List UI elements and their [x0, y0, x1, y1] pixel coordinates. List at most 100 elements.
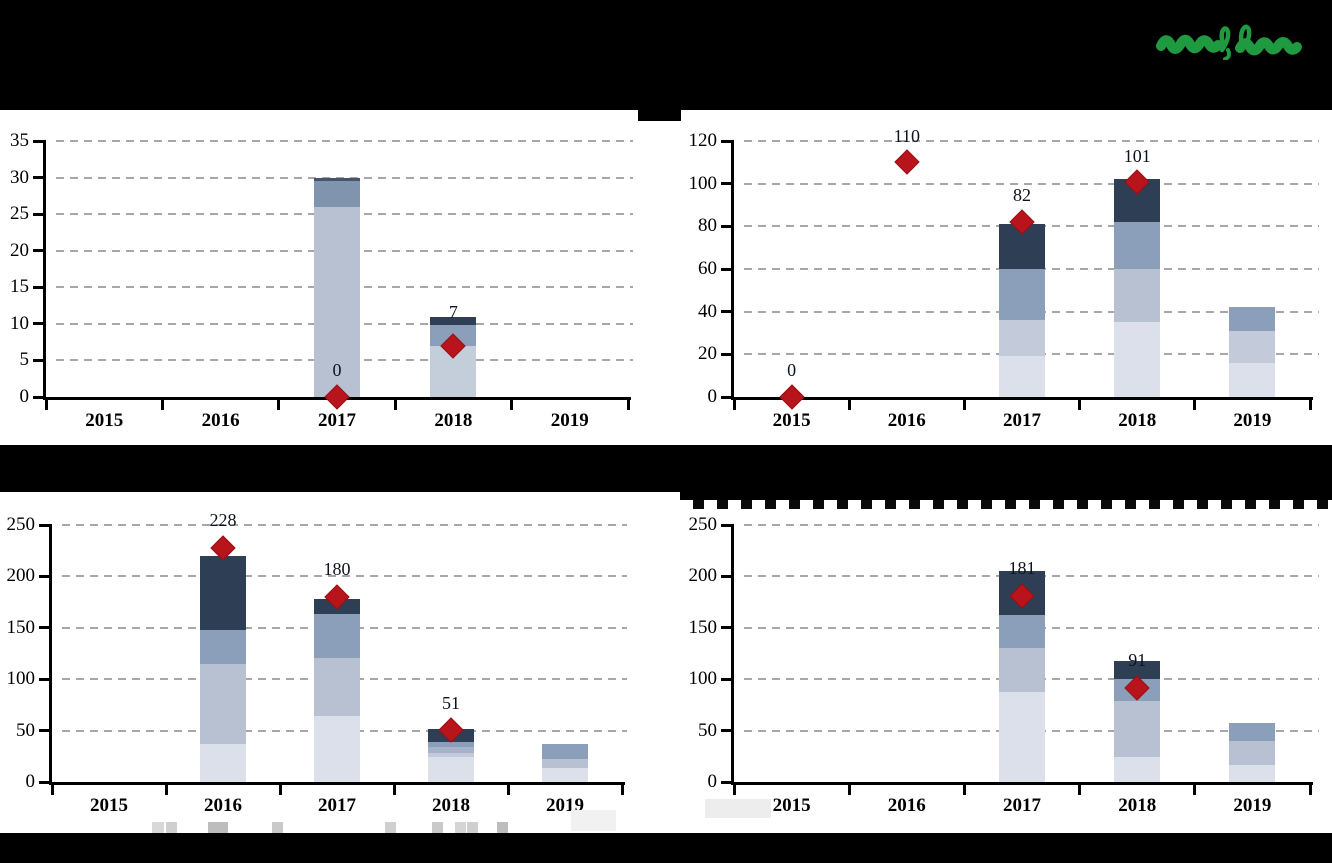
bar-segment — [428, 747, 474, 754]
x-axis-tick — [393, 400, 397, 410]
y-axis-tick — [33, 139, 43, 143]
x-axis-tick — [1193, 785, 1197, 795]
x-axis-tick — [160, 400, 164, 410]
y-axis-label: 200 — [6, 565, 36, 587]
bar-segment — [314, 657, 360, 717]
gridline — [56, 140, 633, 142]
y-axis-label: 50 — [698, 719, 717, 741]
y-axis-label: 40 — [698, 300, 717, 322]
y-axis-label: 120 — [688, 130, 718, 151]
y-axis — [731, 140, 734, 400]
bar-segment — [1114, 757, 1161, 782]
legend-area-remnant — [571, 810, 616, 831]
middle-band-redaction — [0, 445, 1332, 492]
y-axis-label: 5 — [19, 349, 30, 371]
y-axis-tick — [721, 729, 731, 733]
y-axis — [49, 524, 52, 785]
y-axis-tick — [721, 574, 731, 578]
x-axis-category-label: 2016 — [887, 795, 926, 816]
gridline — [62, 524, 627, 526]
x-axis-tick — [962, 785, 966, 795]
x-axis-category-label: 2015 — [90, 795, 128, 816]
x-axis-category-label: 2018 — [1118, 795, 1157, 816]
x-axis-category-label: 2017 — [318, 795, 356, 816]
y-axis-tick — [721, 310, 731, 314]
y-axis-tick — [33, 176, 43, 180]
legend-swatch-remnant — [208, 822, 228, 833]
data-point-value-label: 0 — [787, 360, 797, 380]
bar-segment — [314, 177, 360, 182]
bar-segment — [999, 691, 1045, 782]
legend-swatch-remnant — [385, 822, 396, 833]
y-axis-label: 0 — [707, 386, 718, 407]
y-axis-label: 250 — [688, 514, 718, 535]
y-axis-tick — [721, 780, 731, 784]
y-axis-label: 20 — [698, 343, 717, 365]
y-axis-label: 150 — [6, 616, 36, 638]
x-axis-tick — [847, 400, 851, 410]
gridline — [62, 575, 627, 578]
legend-swatch-remnant — [432, 822, 443, 833]
bar-segment — [542, 759, 588, 768]
y-axis-tick — [721, 352, 731, 356]
legend-swatch-remnant — [166, 822, 177, 833]
x-axis-tick — [50, 785, 54, 795]
x-axis — [731, 782, 1313, 785]
bar-segment — [999, 269, 1045, 321]
y-axis-label: 80 — [698, 215, 717, 237]
x-axis-category-label: 2018 — [434, 410, 473, 431]
data-point-value-label: 91 — [1128, 650, 1147, 670]
legend-swatch-remnant — [152, 822, 164, 833]
x-axis-category-label: 2017 — [1003, 410, 1041, 431]
y-axis-tick — [39, 626, 49, 630]
x-axis-tick — [962, 400, 966, 410]
bar-segment — [1114, 700, 1161, 758]
x-axis-category-label: 2015 — [772, 795, 811, 816]
x-axis-category-label: 2017 — [1003, 795, 1041, 816]
bar-segment — [200, 555, 246, 630]
x-axis-tick — [732, 400, 736, 410]
y-axis-label: 50 — [16, 719, 35, 741]
gridline — [744, 140, 1319, 142]
y-axis-label: 0 — [25, 771, 36, 792]
bar-segment — [428, 741, 474, 748]
y-axis-label: 100 — [688, 668, 718, 690]
y-axis-label: 10 — [10, 312, 29, 334]
x-axis-category-label: 2018 — [1118, 410, 1157, 431]
y-axis-tick — [721, 182, 731, 186]
gridline — [744, 182, 1319, 185]
company-logo-wordmark — [1156, 24, 1302, 61]
legend-swatch-remnant — [467, 822, 478, 833]
bar-segment — [1229, 307, 1276, 331]
y-axis-tick — [33, 322, 43, 326]
bar-segment — [200, 663, 246, 744]
data-point-value-label: 110 — [893, 126, 920, 146]
y-axis-label: 60 — [698, 258, 717, 279]
y-axis-label: 30 — [10, 166, 29, 188]
x-axis-tick — [626, 400, 630, 410]
bar-segment — [1114, 269, 1161, 323]
bar-segment — [999, 648, 1045, 692]
y-axis-label: 0 — [707, 771, 718, 792]
y-axis — [731, 524, 734, 785]
bar-segment — [542, 743, 588, 760]
x-axis-category-label: 2016 — [204, 795, 242, 816]
bar-segment — [428, 753, 474, 758]
bar-segment — [1114, 660, 1161, 680]
bar-segment — [999, 320, 1045, 357]
y-axis-label: 100 — [6, 668, 36, 690]
bar-segment — [430, 316, 477, 326]
y-axis-label: 15 — [10, 276, 29, 298]
y-axis-tick — [39, 523, 49, 527]
x-axis-tick — [164, 785, 168, 795]
x-axis-category-label: 2015 — [772, 410, 811, 431]
bar-segment — [314, 181, 360, 207]
y-axis-label: 250 — [6, 514, 36, 535]
y-axis-tick — [33, 358, 43, 362]
legend-swatch-remnant — [497, 822, 508, 833]
bar-segment — [1229, 740, 1276, 765]
